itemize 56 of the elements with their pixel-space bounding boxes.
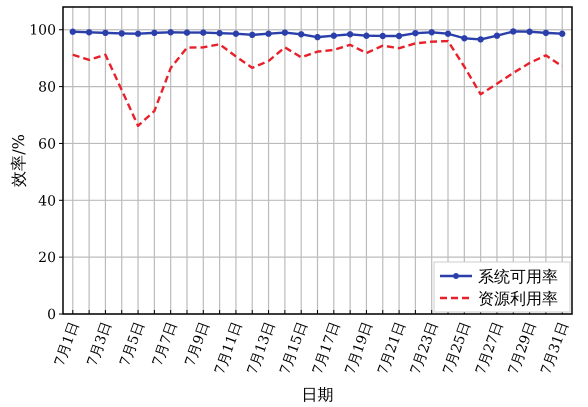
y-tick-label: 60: [38, 136, 56, 152]
x-tick-label: 7月27日: [472, 320, 507, 377]
point: [184, 29, 190, 36]
x-tick-label: 7月17日: [310, 320, 344, 377]
legend-label: 系统可用率: [478, 267, 558, 286]
point: [265, 30, 272, 37]
x-tick-label: 7月11日: [212, 320, 246, 377]
point: [151, 30, 158, 36]
point: [494, 32, 500, 39]
y-tick-label: 40: [38, 193, 56, 210]
point: [314, 34, 321, 40]
x-tick-label: 7月3日: [84, 320, 116, 368]
point: [70, 28, 76, 35]
point: [346, 31, 354, 38]
y-tick-label: 80: [38, 80, 56, 96]
line-series: [72, 40, 564, 128]
point: [363, 32, 370, 39]
point: [542, 30, 550, 36]
x-tick-label: 7月25日: [440, 320, 474, 377]
point: [102, 30, 109, 36]
point: [559, 30, 566, 37]
x-tick-label: 7月7日: [150, 320, 180, 368]
point: [216, 30, 223, 36]
x-tick-label: 7月13日: [244, 320, 278, 377]
point: [330, 32, 338, 39]
point: [134, 30, 142, 37]
point: [477, 36, 484, 43]
point: [526, 28, 533, 35]
point: [282, 29, 288, 36]
x-tick-label: 7月9日: [182, 320, 214, 368]
x-tick-label: 7月21日: [375, 320, 409, 377]
x-tick-label: 7月23日: [408, 320, 442, 377]
point: [167, 29, 174, 36]
legend-label: 资源利用率: [478, 289, 558, 308]
x-axis-title: 日期: [302, 385, 334, 404]
x-tick-label: 7月15日: [277, 320, 311, 377]
point: [118, 30, 125, 37]
y-tick-label: 100: [29, 22, 56, 39]
point: [232, 30, 240, 37]
y-tick-label: 20: [38, 250, 56, 266]
point: [461, 35, 468, 42]
point: [298, 31, 304, 38]
point: [412, 30, 419, 36]
x-tick-label: 7月19日: [342, 320, 376, 377]
point: [444, 30, 452, 37]
point: [249, 32, 256, 38]
point: [510, 28, 516, 35]
point: [200, 29, 206, 36]
x-tick-label: 7月5日: [117, 320, 148, 368]
point: [380, 32, 386, 40]
x-tick-label: 7月29日: [506, 320, 540, 377]
point: [86, 29, 92, 36]
x-tick-label: 7月31日: [538, 320, 572, 377]
point: [428, 29, 435, 36]
point: [396, 32, 402, 40]
y-axis-title: 效率/%: [9, 134, 28, 187]
